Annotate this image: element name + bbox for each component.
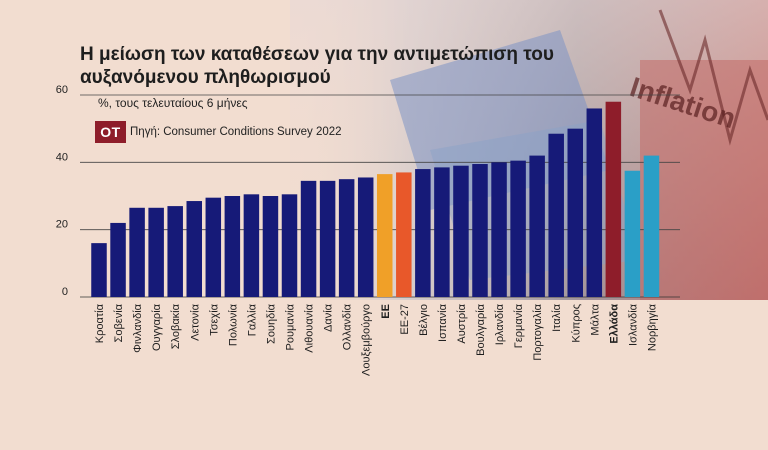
x-tick-label: Ισπανία <box>437 303 449 342</box>
x-tick-label: Ιρλανδία <box>494 303 506 345</box>
x-tick-label: Λουξεμβούργο <box>361 304 373 376</box>
ot-logo: OT <box>95 121 126 143</box>
x-tick-label: Λιθουανία <box>304 303 316 352</box>
bar <box>186 201 202 297</box>
bar <box>300 180 317 297</box>
x-tick-label: ΕΕ <box>380 304 392 319</box>
x-tick-label: Πολωνία <box>227 303 239 346</box>
x-tick-label: Σοβενία <box>113 303 125 342</box>
x-tick-label: Ιταλία <box>551 303 563 332</box>
x-tick-label: Βουλγαρία <box>475 303 487 356</box>
x-tick-label: Γαλλία <box>246 303 258 336</box>
bar <box>510 160 526 297</box>
bar <box>605 101 622 297</box>
bar <box>224 196 241 297</box>
x-tick-label: Γερμανία <box>513 303 525 348</box>
chart-subtitle: %, τους τελευταίους 6 μήνες <box>98 96 248 110</box>
x-tick-label: ΕΕ-27 <box>399 304 411 335</box>
bar <box>453 165 469 297</box>
chart-title: Η μείωση των καταθέσεων για την αντιμετώ… <box>80 44 554 88</box>
x-tick-label: Δανία <box>323 303 335 332</box>
x-axis-labels: Κροατία Σοβενία Φινλανδία Ουγγαρία Σλοβακία Λ… <box>94 303 658 376</box>
bar <box>129 207 145 297</box>
x-tick-label: Αυστρία <box>456 303 468 343</box>
bar <box>91 243 107 297</box>
y-tick-label: 20 <box>56 219 68 231</box>
bar <box>338 179 355 297</box>
bar <box>281 194 298 297</box>
bar <box>529 155 545 297</box>
bar <box>434 167 450 297</box>
bar <box>491 162 507 297</box>
bar <box>357 177 374 297</box>
x-tick-label: Μάλτα <box>589 303 601 335</box>
source-note: Πηγή: Consumer Conditions Survey 2022 <box>130 126 342 138</box>
bar <box>396 172 412 297</box>
x-tick-label: Ελλάδα <box>608 304 620 344</box>
bar <box>586 108 603 297</box>
x-tick-label: Φινλανδία <box>132 303 144 352</box>
y-tick-label: 40 <box>56 151 68 163</box>
newspaper-shape <box>640 60 768 300</box>
x-tick-label: Λετονία <box>189 303 201 341</box>
x-tick-label: Νορβηγία <box>646 303 658 351</box>
bar <box>167 206 183 297</box>
bar <box>148 207 164 297</box>
x-tick-label: Ουγγαρία <box>151 303 163 351</box>
x-tick-label: Τσεχία <box>208 303 220 335</box>
bar <box>319 180 336 297</box>
x-tick-label: Κύπρος <box>570 304 582 343</box>
x-tick-label: Κροατία <box>94 303 106 343</box>
x-tick-label: Πορτογαλία <box>532 303 544 360</box>
x-tick-label: Ρουμανία <box>285 303 297 350</box>
x-tick-label: Βέλγιο <box>418 304 430 336</box>
y-axis-labels: 0 20 40 60 <box>56 84 68 298</box>
bar <box>472 164 488 297</box>
x-tick-label: Σουηδία <box>265 303 277 344</box>
bar <box>643 155 660 297</box>
x-tick-label: Ισλανδία <box>627 303 639 346</box>
bar <box>110 222 126 297</box>
bars <box>91 101 660 297</box>
bar <box>377 174 393 297</box>
x-tick-label: Σλοβακία <box>170 303 182 349</box>
bar <box>567 128 583 297</box>
bar <box>262 196 279 297</box>
bar <box>243 194 260 297</box>
y-tick-label: 60 <box>56 84 68 96</box>
y-tick-label: 0 <box>62 286 68 298</box>
bar <box>624 170 641 297</box>
bar <box>205 197 222 297</box>
bar <box>548 133 564 297</box>
x-tick-label: Ολλανδία <box>342 303 354 350</box>
bar <box>415 169 431 297</box>
trend-line <box>658 9 768 146</box>
